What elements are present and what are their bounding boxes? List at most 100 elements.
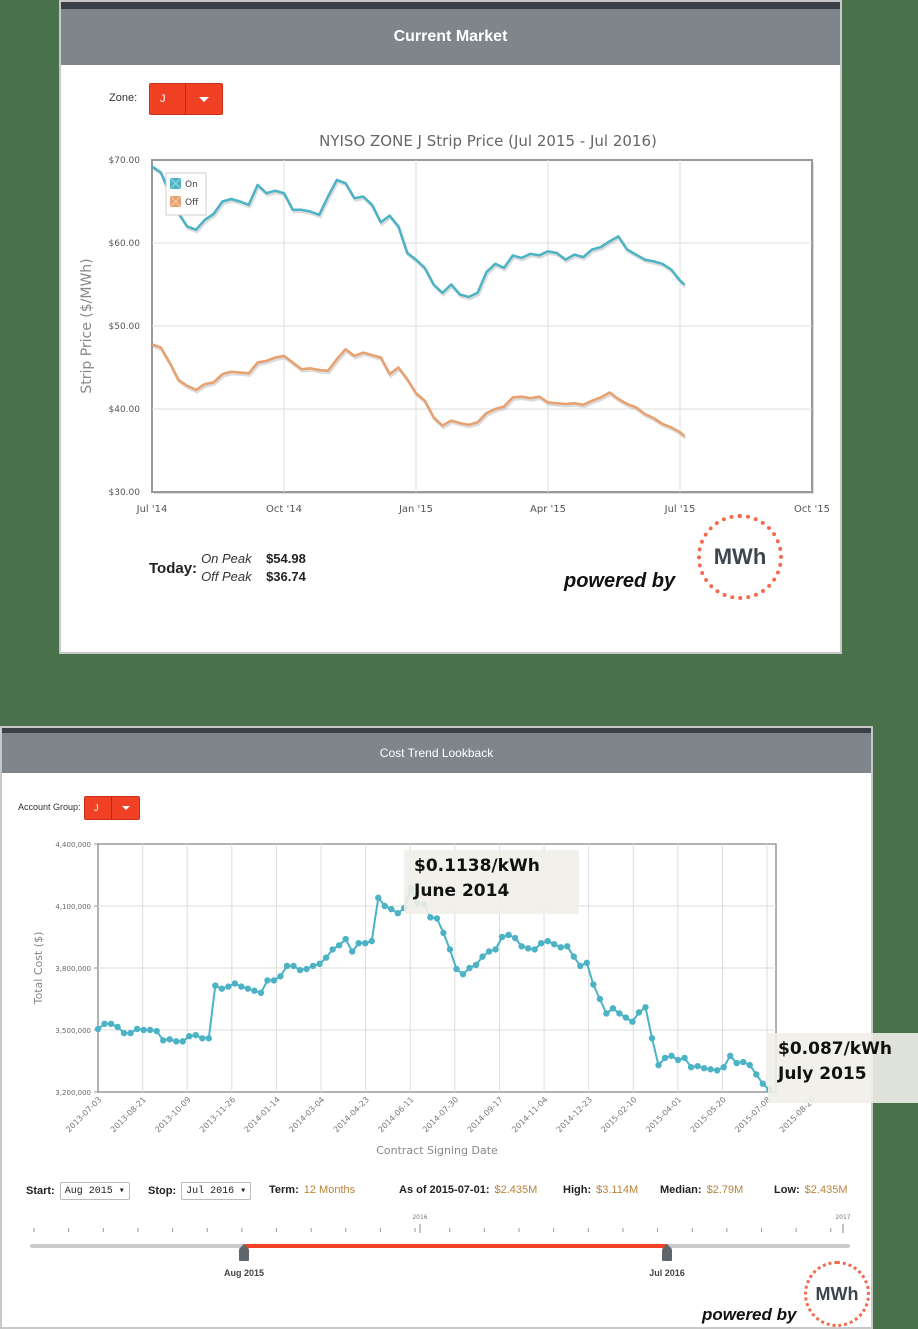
- data-point[interactable]: [153, 1027, 160, 1035]
- data-point[interactable]: [290, 962, 297, 970]
- data-point[interactable]: [564, 943, 571, 950]
- data-point[interactable]: [740, 1058, 747, 1066]
- data-point[interactable]: [270, 977, 278, 984]
- data-point[interactable]: [244, 985, 252, 992]
- data-point[interactable]: [674, 1056, 682, 1064]
- term-range-slider[interactable]: 2016 2017: [2, 1208, 875, 1278]
- data-point[interactable]: [283, 962, 291, 970]
- data-point[interactable]: [687, 1064, 695, 1071]
- data-point[interactable]: [192, 1031, 199, 1039]
- data-point[interactable]: [635, 1009, 643, 1016]
- data-point[interactable]: [309, 962, 317, 970]
- data-point[interactable]: [694, 1062, 701, 1070]
- data-point[interactable]: [316, 960, 323, 968]
- data-point[interactable]: [720, 1064, 727, 1071]
- data-point[interactable]: [661, 1054, 669, 1062]
- data-point[interactable]: [133, 1025, 141, 1033]
- legend-label[interactable]: Off: [185, 198, 199, 208]
- data-point[interactable]: [101, 1020, 108, 1027]
- data-point[interactable]: [264, 977, 271, 984]
- data-point[interactable]: [218, 985, 226, 992]
- data-point[interactable]: [342, 935, 349, 943]
- data-point[interactable]: [427, 914, 434, 921]
- data-point[interactable]: [257, 989, 265, 996]
- data-point[interactable]: [479, 953, 486, 960]
- data-point[interactable]: [107, 1020, 115, 1027]
- data-point[interactable]: [544, 937, 551, 945]
- data-point[interactable]: [727, 1052, 734, 1060]
- data-point[interactable]: [212, 982, 219, 989]
- data-point[interactable]: [505, 931, 512, 939]
- data-point[interactable]: [609, 1005, 617, 1012]
- data-point[interactable]: [277, 973, 284, 980]
- account-group-dropdown[interactable]: J: [84, 796, 140, 820]
- data-point[interactable]: [296, 966, 304, 974]
- data-point[interactable]: [375, 894, 382, 901]
- data-point[interactable]: [518, 943, 525, 950]
- data-point[interactable]: [355, 940, 362, 947]
- data-point[interactable]: [583, 959, 591, 967]
- data-point[interactable]: [231, 980, 239, 987]
- data-point[interactable]: [394, 910, 402, 917]
- data-point[interactable]: [329, 946, 336, 953]
- data-point[interactable]: [348, 948, 356, 955]
- data-point[interactable]: [433, 915, 441, 922]
- data-point[interactable]: [596, 995, 604, 1003]
- start-slider-handle[interactable]: [239, 1244, 249, 1261]
- data-point[interactable]: [590, 981, 597, 988]
- data-point[interactable]: [303, 965, 310, 973]
- data-point[interactable]: [551, 941, 558, 948]
- data-point[interactable]: [577, 962, 584, 970]
- data-point[interactable]: [440, 929, 447, 937]
- data-point[interactable]: [485, 948, 493, 955]
- data-point[interactable]: [140, 1026, 147, 1034]
- data-point[interactable]: [524, 945, 532, 952]
- data-point[interactable]: [381, 902, 388, 910]
- data-point[interactable]: [557, 944, 564, 951]
- data-point[interactable]: [668, 1052, 675, 1060]
- data-point[interactable]: [199, 1035, 206, 1042]
- data-point[interactable]: [368, 937, 375, 945]
- data-point[interactable]: [655, 1061, 662, 1069]
- stop-select[interactable]: Jul 2016 ▾: [181, 1182, 252, 1200]
- legend-label[interactable]: On: [185, 180, 198, 190]
- data-point[interactable]: [570, 953, 577, 960]
- data-point[interactable]: [622, 1014, 630, 1021]
- data-point[interactable]: [511, 934, 519, 942]
- data-point[interactable]: [146, 1026, 154, 1034]
- data-point[interactable]: [629, 1018, 636, 1025]
- data-point[interactable]: [205, 1035, 212, 1042]
- data-point[interactable]: [616, 1010, 623, 1017]
- data-point[interactable]: [186, 1033, 193, 1040]
- data-point[interactable]: [459, 971, 467, 978]
- data-point[interactable]: [642, 1004, 649, 1011]
- data-point[interactable]: [453, 965, 460, 973]
- data-point[interactable]: [238, 983, 245, 990]
- data-point[interactable]: [179, 1038, 186, 1045]
- data-point[interactable]: [746, 1061, 753, 1069]
- data-point[interactable]: [733, 1059, 740, 1067]
- data-point[interactable]: [759, 1080, 766, 1087]
- start-select[interactable]: Aug 2015 ▾: [59, 1182, 130, 1200]
- data-point[interactable]: [446, 946, 454, 953]
- chart-legend[interactable]: On Off: [165, 172, 207, 216]
- chevron-down-icon[interactable]: [112, 797, 139, 819]
- data-point[interactable]: [388, 905, 395, 913]
- data-point[interactable]: [472, 961, 480, 969]
- data-point[interactable]: [159, 1037, 167, 1044]
- data-point[interactable]: [322, 954, 330, 961]
- data-point[interactable]: [537, 940, 545, 947]
- data-point[interactable]: [753, 1071, 760, 1078]
- data-point[interactable]: [94, 1025, 102, 1033]
- data-point[interactable]: [251, 987, 258, 994]
- data-point[interactable]: [225, 983, 232, 990]
- data-point[interactable]: [120, 1029, 128, 1037]
- data-point[interactable]: [603, 1010, 610, 1017]
- zone-dropdown[interactable]: J: [149, 83, 223, 115]
- data-point[interactable]: [166, 1036, 173, 1043]
- data-point[interactable]: [681, 1054, 688, 1062]
- data-point[interactable]: [362, 940, 369, 947]
- stop-slider-handle[interactable]: [662, 1244, 672, 1261]
- data-point[interactable]: [173, 1038, 180, 1045]
- data-point[interactable]: [531, 946, 538, 953]
